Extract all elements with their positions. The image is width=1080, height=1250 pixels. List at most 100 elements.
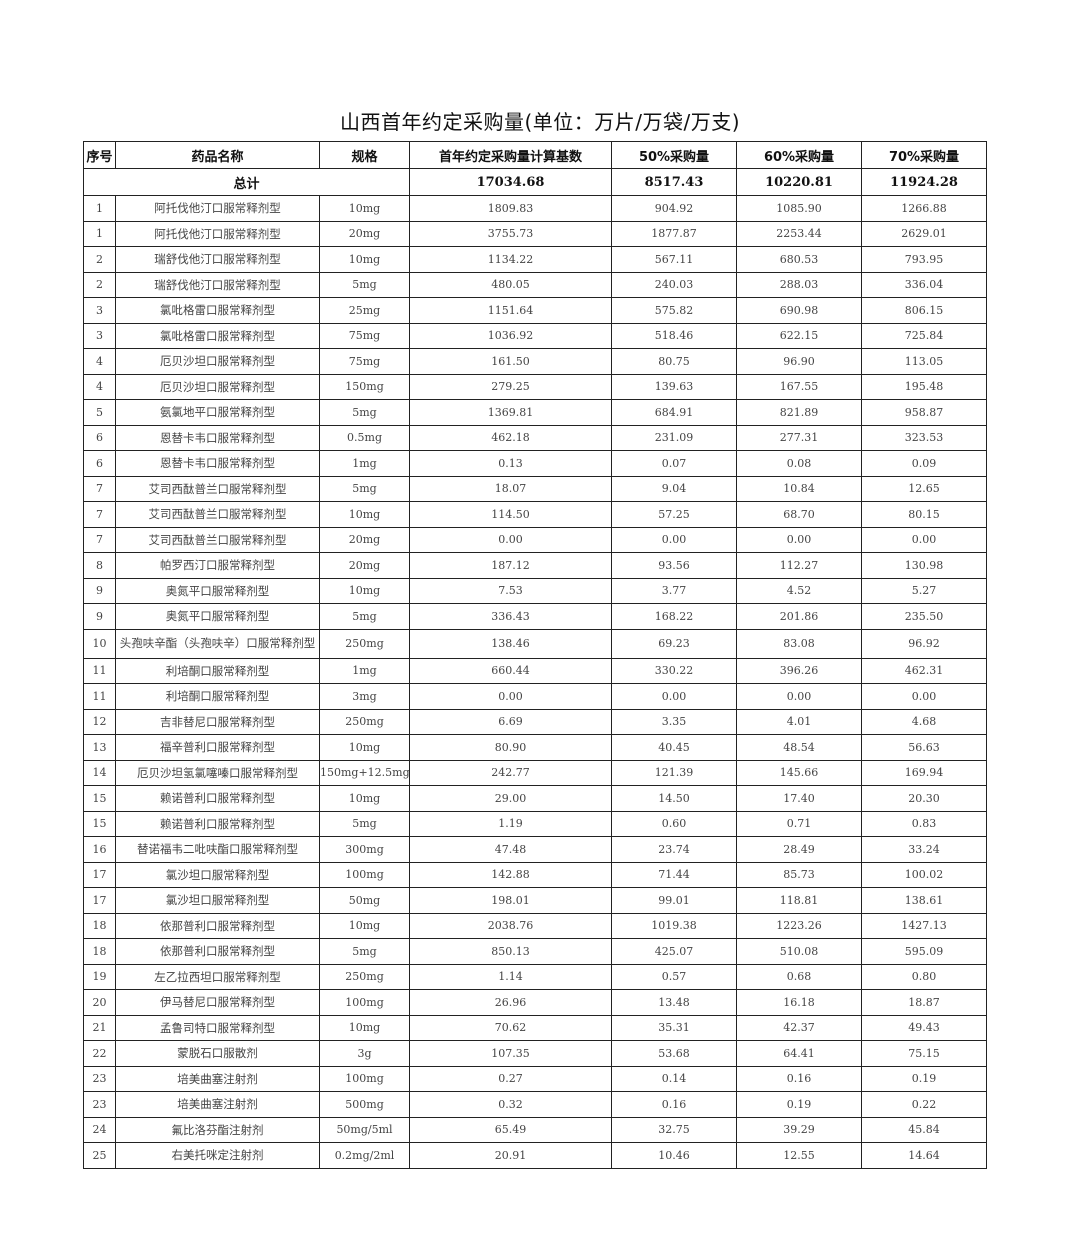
cell-drug-name: 培美曲塞注射剂	[115, 1065, 320, 1092]
cell-amount-60: 118.81	[736, 887, 862, 914]
table-row: 16 替诺福韦二吡呋酯口服常释剂型 300mg 47.48 23.74 28.49 33.2…	[83, 836, 987, 863]
cell-amount-60: 680.53	[736, 246, 862, 273]
cell-amount-70: 0.09	[861, 450, 987, 477]
table-row: 12 吉非替尼口服常释剂型 250mg 6.69 3.35 4.01 4.68	[83, 708, 987, 735]
table-row: 13 福辛普利口服常释剂型 10mg 80.90 40.45 48.54 56.63	[83, 734, 987, 761]
cell-amount-50: 3.77	[611, 577, 737, 604]
table-row: 7 艾司西酞普兰口服常释剂型 20mg 0.00 0.00 0.00 0.00	[83, 526, 987, 553]
table-row: 4 厄贝沙坦口服常释剂型 150mg 279.25 139.63 167.55 195.48	[83, 373, 987, 400]
table-row: 15 赖诺普利口服常释剂型 10mg 29.00 14.50 17.40 20.30	[83, 785, 987, 812]
cell-amount-50: 567.11	[611, 246, 737, 273]
total-base: 17034.68	[409, 168, 612, 196]
table-row: 25 右美托咪定注射剂 0.2mg/2ml 20.91 10.46 12.55 14.64	[83, 1142, 987, 1169]
cell-amount-70: 75.15	[861, 1040, 987, 1067]
cell-amount-60: 0.71	[736, 810, 862, 837]
cell-index: 11	[83, 657, 116, 684]
cell-drug-name: 赖诺普利口服常释剂型	[115, 810, 320, 837]
cell-index: 23	[83, 1065, 116, 1092]
cell-amount-70: 12.65	[861, 475, 987, 502]
cell-amount-50: 9.04	[611, 475, 737, 502]
cell-drug-name: 阿托伐他汀口服常释剂型	[115, 220, 320, 247]
cell-drug-name: 奥氮平口服常释剂型	[115, 603, 320, 630]
header-50: 50%采购量	[611, 141, 737, 169]
cell-index: 19	[83, 963, 116, 990]
cell-index: 9	[83, 603, 116, 630]
cell-amount-50: 0.60	[611, 810, 737, 837]
cell-drug-name: 福辛普利口服常释剂型	[115, 734, 320, 761]
cell-amount-70: 14.64	[861, 1142, 987, 1169]
cell-amount-50: 0.00	[611, 683, 737, 710]
table-row: 11 利培酮口服常释剂型 1mg 660.44 330.22 396.26 462.31	[83, 657, 987, 684]
cell-amount-70: 0.80	[861, 963, 987, 990]
page-title: 山西首年约定采购量(单位：万片/万袋/万支)	[339, 110, 741, 134]
cell-index: 25	[83, 1142, 116, 1169]
cell-amount-50: 139.63	[611, 373, 737, 400]
cell-spec: 10mg	[319, 1014, 410, 1041]
cell-drug-name: 艾司西酞普兰口服常释剂型	[115, 526, 320, 553]
cell-amount-70: 138.61	[861, 887, 987, 914]
cell-amount-60: 68.70	[736, 501, 862, 528]
total-60: 10220.81	[736, 168, 862, 196]
cell-drug-name: 阿托伐他汀口服常释剂型	[115, 195, 320, 222]
cell-amount-70: 96.92	[861, 628, 987, 659]
cell-amount-50: 93.56	[611, 552, 737, 579]
cell-amount-60: 2253.44	[736, 220, 862, 247]
cell-drug-name: 吉非替尼口服常释剂型	[115, 708, 320, 735]
cell-spec: 100mg	[319, 1065, 410, 1092]
table-row: 23 培美曲塞注射剂 500mg 0.32 0.16 0.19 0.22	[83, 1091, 987, 1118]
cell-amount-60: 96.90	[736, 348, 862, 375]
cell-index: 6	[83, 424, 116, 451]
total-row: 总计 17034.68 8517.43 10220.81 11924.28	[83, 168, 987, 196]
cell-base: 0.32	[409, 1091, 612, 1118]
cell-amount-70: 0.19	[861, 1065, 987, 1092]
cell-index: 5	[83, 399, 116, 426]
cell-index: 6	[83, 450, 116, 477]
cell-drug-name: 氯吡格雷口服常释剂型	[115, 322, 320, 349]
cell-amount-50: 23.74	[611, 836, 737, 863]
cell-spec: 75mg	[319, 322, 410, 349]
table-row: 9 奥氮平口服常释剂型 5mg 336.43 168.22 201.86 235.50	[83, 603, 987, 630]
header-row: 序号 药品名称 规格 首年约定采购量计算基数 50%采购量 60%采购量 70%…	[83, 141, 987, 169]
cell-index: 11	[83, 683, 116, 710]
cell-amount-60: 690.98	[736, 297, 862, 324]
cell-amount-60: 0.68	[736, 963, 862, 990]
cell-amount-50: 575.82	[611, 297, 737, 324]
cell-drug-name: 瑞舒伐他汀口服常释剂型	[115, 246, 320, 273]
cell-drug-name: 培美曲塞注射剂	[115, 1091, 320, 1118]
cell-amount-60: 39.29	[736, 1116, 862, 1143]
table-row: 15 赖诺普利口服常释剂型 5mg 1.19 0.60 0.71 0.83	[83, 810, 987, 837]
cell-base: 47.48	[409, 836, 612, 863]
cell-index: 17	[83, 887, 116, 914]
table-row: 18 依那普利口服常释剂型 5mg 850.13 425.07 510.08 595.09	[83, 938, 987, 965]
cell-amount-70: 595.09	[861, 938, 987, 965]
cell-index: 4	[83, 348, 116, 375]
table-row: 8 帕罗西汀口服常释剂型 20mg 187.12 93.56 112.27 130.98	[83, 552, 987, 579]
table-row: 18 依那普利口服常释剂型 10mg 2038.76 1019.38 1223.26 142…	[83, 912, 987, 939]
cell-spec: 10mg	[319, 785, 410, 812]
cell-drug-name: 氟比洛芬酯注射剂	[115, 1116, 320, 1143]
cell-drug-name: 左乙拉西坦口服常释剂型	[115, 963, 320, 990]
cell-amount-50: 0.07	[611, 450, 737, 477]
cell-amount-70: 169.94	[861, 759, 987, 786]
cell-drug-name: 艾司西酞普兰口服常释剂型	[115, 475, 320, 502]
cell-amount-50: 40.45	[611, 734, 737, 761]
cell-drug-name: 瑞舒伐他汀口服常释剂型	[115, 271, 320, 298]
cell-index: 1	[83, 195, 116, 222]
cell-drug-name: 赖诺普利口服常释剂型	[115, 785, 320, 812]
cell-base: 3755.73	[409, 220, 612, 247]
header-60: 60%采购量	[736, 141, 862, 169]
table-row: 3 氯吡格雷口服常释剂型 25mg 1151.64 575.82 690.98 806.15	[83, 297, 987, 324]
cell-index: 17	[83, 861, 116, 888]
table-row: 19 左乙拉西坦口服常释剂型 250mg 1.14 0.57 0.68 0.80	[83, 963, 987, 990]
header-70: 70%采购量	[861, 141, 987, 169]
cell-amount-70: 33.24	[861, 836, 987, 863]
cell-base: 0.00	[409, 683, 612, 710]
data-rows: 1 阿托伐他汀口服常释剂型 10mg 1809.83 904.92 1085.90 1266…	[83, 195, 987, 1169]
cell-index: 3	[83, 297, 116, 324]
cell-drug-name: 氨氯地平口服常释剂型	[115, 399, 320, 426]
cell-amount-50: 0.57	[611, 963, 737, 990]
cell-spec: 5mg	[319, 938, 410, 965]
cell-amount-50: 518.46	[611, 322, 737, 349]
cell-amount-50: 0.16	[611, 1091, 737, 1118]
cell-amount-60: 10.84	[736, 475, 862, 502]
